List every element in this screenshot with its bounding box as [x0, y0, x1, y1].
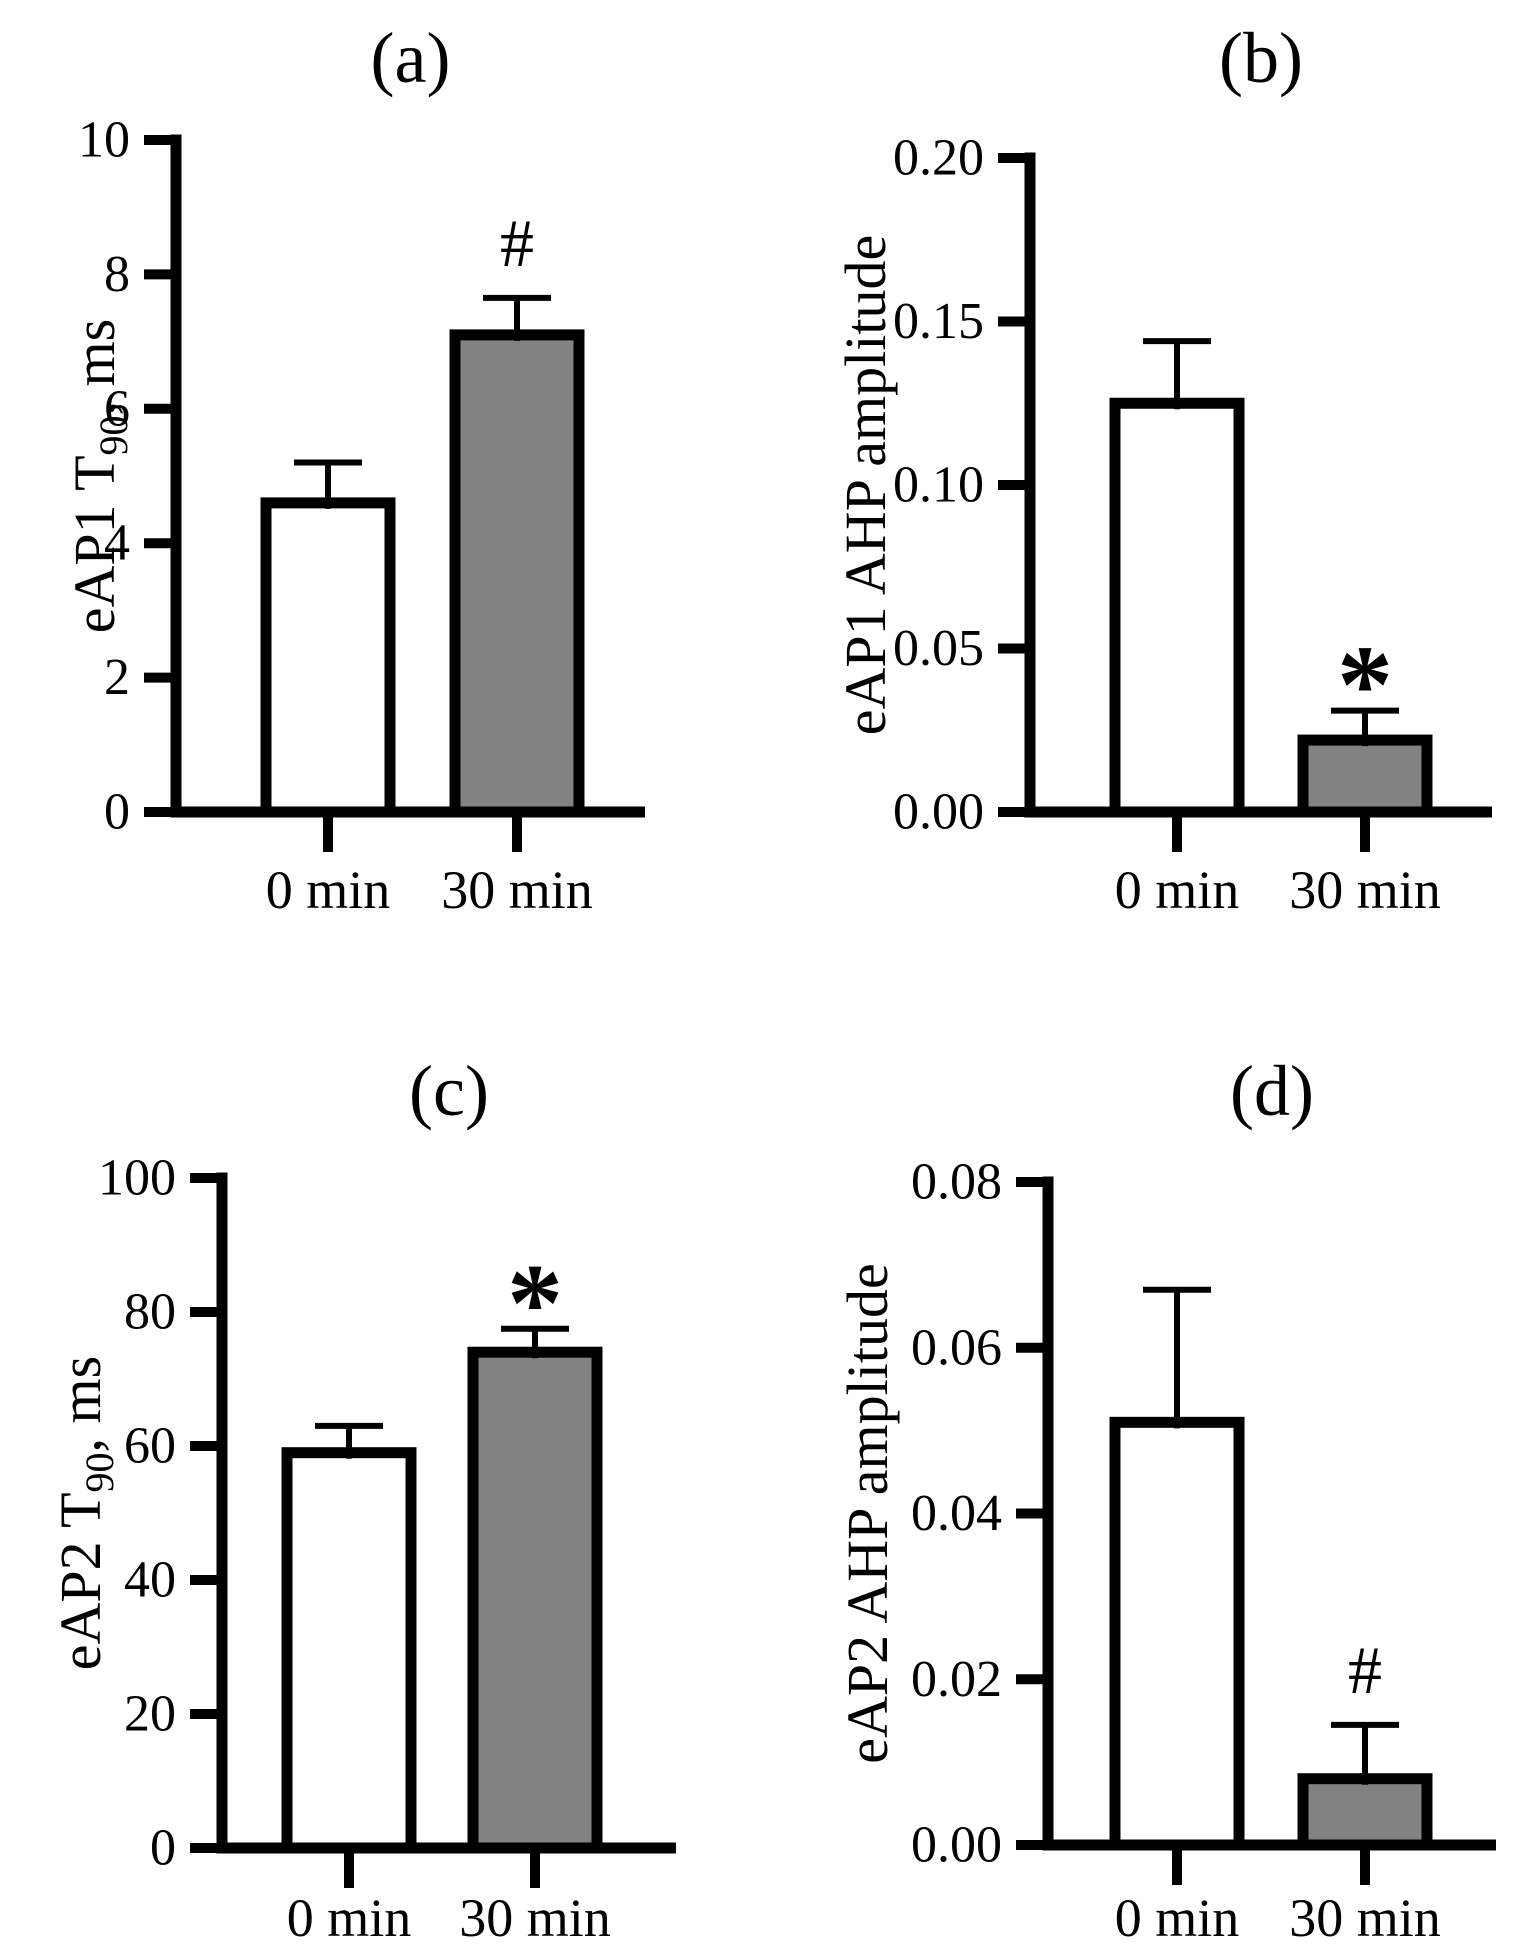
y-axis-label: eAP2 AHP amplitude [835, 1263, 900, 1764]
error-bar-30-min [1331, 707, 1399, 747]
significance-marker: * [1337, 624, 1393, 748]
error-bar-0-min [315, 1422, 383, 1459]
y-tick-label: 0.05 [893, 620, 984, 677]
error-bar-0-min [1143, 1286, 1211, 1429]
category-label: 30 min [1289, 1888, 1441, 1948]
panel-title: (d) [1230, 1051, 1314, 1131]
significance-marker: # [500, 205, 534, 281]
panel-title: (a) [371, 18, 451, 98]
bar-0-min [281, 1447, 417, 1854]
error-bar-0-min [294, 459, 362, 509]
y-tick-label: 0.02 [911, 1651, 1002, 1708]
y-axis-label: eAP1 T90, ms [62, 319, 136, 633]
error-bar-30-min [1331, 1721, 1399, 1785]
error-bar-0-min [1143, 338, 1211, 410]
y-tick-label: 60 [124, 1418, 176, 1475]
bar-30-min [449, 329, 585, 818]
panel-title: (b) [1219, 18, 1303, 98]
category-label: 0 min [287, 1888, 412, 1948]
panel-b: 0.00 0.05 0.10 0.15 0.20 0 min 30 min * (b) eAP1 … [833, 18, 1492, 920]
y-axis-label: eAP1 AHP amplitude [833, 235, 898, 736]
y-tick-label: 0.10 [893, 457, 984, 514]
y-tick-label: 0.20 [893, 130, 984, 187]
y-tick-label: 8 [104, 246, 130, 303]
category-label: 0 min [1115, 1888, 1240, 1948]
category-label: 30 min [459, 1888, 611, 1948]
panel-c: 0 20 40 60 80 100 0 min 30 min * (c) eAP2 T90, ms [48, 1051, 676, 1948]
y-tick-label: 0 [104, 784, 130, 841]
y-tick-label: 0.06 [911, 1319, 1002, 1376]
y-axis-label: eAP2 T90, ms [48, 1356, 122, 1670]
y-tick-label: 0 [150, 1820, 176, 1877]
y-tick-label: 10 [78, 112, 130, 169]
y-tick-label: 80 [124, 1284, 176, 1341]
y-tick-label: 0.08 [911, 1154, 1002, 1211]
significance-marker: # [1348, 1632, 1382, 1708]
category-label: 30 min [1289, 860, 1441, 920]
category-label: 0 min [1115, 860, 1240, 920]
y-tick-label: 0.00 [911, 1817, 1002, 1874]
y-tick-label: 4 [104, 515, 130, 572]
error-bar-30-min [483, 294, 551, 341]
y-tick-label: 20 [124, 1686, 176, 1743]
y-tick-label: 2 [104, 649, 130, 706]
category-label: 30 min [441, 860, 593, 920]
y-tick-label: 0.04 [911, 1485, 1002, 1542]
bar-30-min [1297, 734, 1433, 818]
panel-d: 0.00 0.02 0.04 0.06 0.08 0 min 30 min # (d) eAP2 … [835, 1051, 1496, 1948]
bar-0-min [260, 497, 396, 818]
y-tick-label: 40 [124, 1552, 176, 1609]
error-bar-30-min [501, 1325, 569, 1359]
bar-30-min [467, 1346, 603, 1854]
bar-30-min [1297, 1773, 1433, 1851]
y-tick-label: 0.00 [893, 784, 984, 841]
bar-0-min [1109, 397, 1245, 818]
panel-title: (c) [409, 1051, 489, 1131]
panel-a: 0 2 4 6 8 10 0 min 30 min # (a) eAP1 T90, ms [62, 18, 645, 920]
significance-marker: * [507, 1242, 563, 1366]
category-label: 0 min [266, 860, 391, 920]
y-tick-label: 6 [104, 380, 130, 437]
y-tick-label: 100 [98, 1150, 176, 1207]
bar-0-min [1109, 1416, 1245, 1851]
y-tick-label: 0.15 [893, 293, 984, 350]
